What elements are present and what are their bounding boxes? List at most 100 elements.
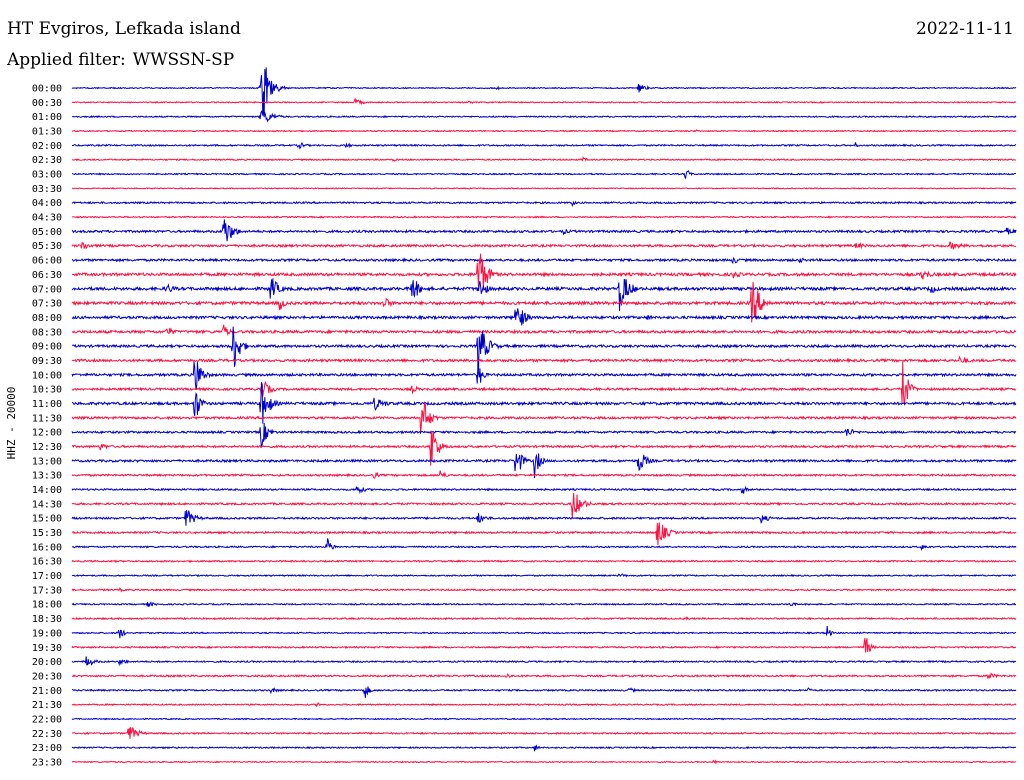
trace-group: 00:00 00:30 01:00 01:30 02:00 02:30 03:00 03:30…	[32, 67, 1017, 768]
time-tick-label: 16:00	[32, 542, 62, 553]
seismic-trace	[71, 278, 1017, 311]
time-tick-label: 11:30	[32, 413, 62, 424]
time-tick-label: 01:30	[32, 127, 62, 138]
time-tick-label: 15:00	[32, 514, 62, 525]
time-tick-label: 13:30	[32, 471, 62, 482]
time-tick-label: 06:00	[32, 256, 62, 267]
seismic-trace	[71, 573, 1017, 578]
seismic-trace	[71, 382, 1017, 424]
time-tick-label: 20:00	[32, 657, 62, 668]
time-tick-label: 23:30	[32, 757, 62, 768]
seismic-trace	[71, 326, 1017, 371]
time-tick-label: 21:00	[32, 686, 62, 697]
seismic-trace	[71, 717, 1017, 721]
seismic-trace	[71, 156, 1017, 162]
time-tick-label: 18:00	[32, 600, 62, 611]
time-tick-label: 00:30	[32, 98, 62, 109]
seismic-trace	[71, 522, 1017, 546]
seismic-trace	[71, 142, 1017, 150]
seismic-trace	[71, 625, 1017, 639]
seismic-trace	[71, 727, 1017, 740]
time-tick-label: 09:00	[32, 342, 62, 353]
time-tick-label: 08:00	[32, 313, 62, 324]
seismic-trace	[71, 281, 1017, 323]
time-tick-label: 07:00	[32, 284, 62, 295]
seismic-trace	[71, 422, 1017, 449]
seismic-trace	[71, 401, 1017, 434]
seismic-trace	[71, 308, 1017, 326]
time-tick-label: 19:00	[32, 628, 62, 639]
seismic-trace	[71, 324, 1017, 337]
time-tick-label: 07:30	[32, 299, 62, 310]
time-tick-label: 04:00	[32, 198, 62, 209]
filter-value: WWSSN-SP	[132, 50, 235, 70]
time-tick-label: 11:00	[32, 399, 62, 410]
time-tick-label: 02:30	[32, 155, 62, 166]
time-tick-label: 12:30	[32, 442, 62, 453]
time-tick-label: 09:30	[32, 356, 62, 367]
seismic-trace	[71, 187, 1017, 190]
time-tick-label: 20:30	[32, 671, 62, 682]
seismic-trace	[72, 253, 1017, 291]
seismic-trace	[71, 67, 1017, 118]
seismic-trace	[71, 170, 1017, 180]
seismic-trace	[71, 702, 1017, 708]
seismic-trace	[71, 361, 1017, 391]
time-tick-label: 15:30	[32, 528, 62, 539]
seismic-trace	[71, 559, 1017, 564]
seismic-trace	[71, 361, 1017, 405]
time-tick-label: 03:00	[32, 170, 62, 181]
seismic-trace	[71, 355, 1017, 364]
seismic-trace	[71, 98, 1017, 106]
time-tick-label: 01:00	[32, 112, 62, 123]
seismic-trace	[71, 637, 1017, 653]
seismic-trace	[71, 109, 1017, 123]
seismic-trace	[71, 601, 1017, 608]
seismic-trace	[71, 453, 1017, 479]
seismic-trace	[71, 430, 1017, 466]
time-tick-label: 04:30	[32, 213, 62, 224]
time-tick-label: 06:30	[32, 270, 62, 281]
time-tick-label: 17:30	[32, 585, 62, 596]
time-tick-label: 02:00	[32, 141, 62, 152]
time-tick-label: 13:00	[32, 456, 62, 467]
time-tick-label: 05:30	[32, 241, 62, 252]
time-tick-label: 03:30	[32, 184, 62, 195]
seismic-trace	[71, 686, 1017, 698]
seismic-trace	[71, 256, 1017, 265]
seismic-trace	[71, 538, 1017, 552]
seismic-trace	[71, 616, 1017, 621]
filter-line: Applied filter: WWSSN-SP	[7, 50, 234, 70]
seismic-trace	[71, 587, 1017, 593]
time-tick-label: 00:00	[32, 84, 62, 95]
time-tick-label: 12:00	[32, 428, 62, 439]
seismic-trace	[71, 241, 1017, 251]
time-tick-label: 19:30	[32, 643, 62, 654]
time-tick-label: 21:30	[32, 700, 62, 711]
time-tick-label: 10:00	[32, 370, 62, 381]
date-label: 2022-11-11	[915, 19, 1014, 39]
seismic-trace	[71, 744, 1017, 752]
station-title: HT Evgiros, Lefkada island	[7, 19, 241, 39]
time-tick-label: 17:00	[32, 571, 62, 582]
y-axis-label: HHZ - 20000	[5, 387, 18, 460]
time-tick-label: 16:30	[32, 557, 62, 568]
time-tick-label: 08:30	[32, 327, 62, 338]
time-tick-label: 18:30	[32, 614, 62, 625]
seismic-trace	[71, 493, 1017, 519]
time-tick-label: 10:30	[32, 385, 62, 396]
time-tick-label: 22:30	[32, 729, 62, 740]
seismic-trace	[71, 200, 1017, 208]
time-tick-label: 05:00	[32, 227, 62, 238]
seismic-trace	[71, 470, 1017, 479]
seismic-trace	[71, 215, 1017, 219]
seismic-trace	[71, 656, 1017, 667]
seismic-trace	[71, 219, 1017, 242]
time-tick-label: 14:00	[32, 485, 62, 496]
seismic-trace	[71, 485, 1017, 495]
time-tick-label: 22:00	[32, 714, 62, 725]
seismic-trace	[71, 672, 1017, 680]
seismic-trace	[71, 759, 1017, 765]
seismic-trace	[71, 510, 1017, 526]
